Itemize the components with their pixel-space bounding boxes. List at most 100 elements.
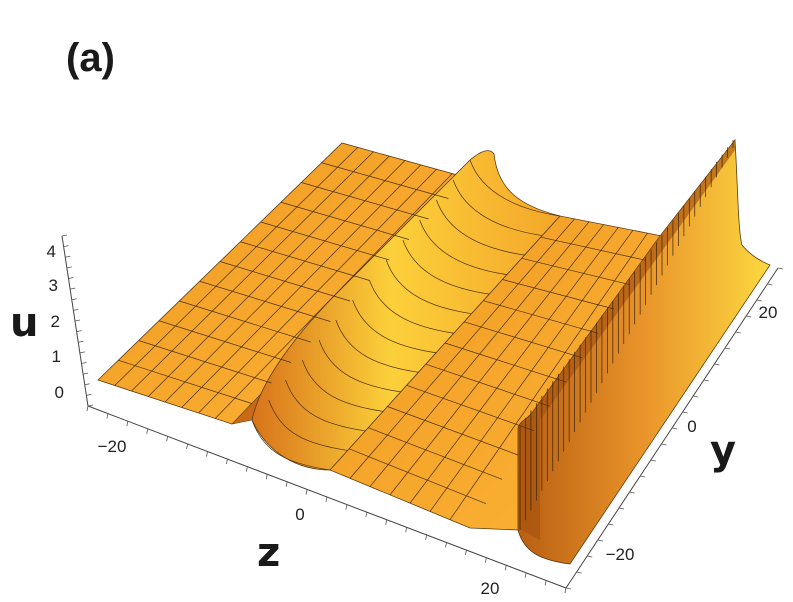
z-tick-mark xyxy=(206,451,208,457)
z-tick-mark xyxy=(504,565,507,571)
mesh-line xyxy=(409,227,619,504)
u-axis-label: u xyxy=(10,300,39,346)
u-tick-label: 1 xyxy=(52,347,61,366)
mesh-line xyxy=(131,151,374,392)
mesh-line xyxy=(449,232,648,520)
u-tick-label: 2 xyxy=(51,312,60,331)
z-tick-label: 20 xyxy=(481,579,500,598)
z-tick-mark xyxy=(106,413,109,419)
u-tick-label: 4 xyxy=(47,242,56,261)
y-tick-mark xyxy=(608,523,614,526)
mesh-line xyxy=(349,448,487,504)
mesh-line xyxy=(425,363,551,407)
mesh-line xyxy=(540,236,647,261)
u-tick-mark xyxy=(70,287,76,290)
u-tick-mark xyxy=(78,340,84,343)
y-tick-mark xyxy=(746,315,752,318)
z-tick-mark xyxy=(385,519,388,525)
y-axis-label: y xyxy=(710,428,737,474)
axes: −20 0 20 −20 0 20 0 1 2 3 4 xyxy=(47,234,784,598)
z-tick-mark xyxy=(465,550,467,556)
y-tick-mark xyxy=(640,475,646,478)
y-tick-mark xyxy=(618,507,625,510)
z-tick-label: −20 xyxy=(98,437,127,456)
z-tick-mark xyxy=(126,421,129,427)
u-tick-mark xyxy=(87,404,94,407)
mesh-line xyxy=(214,173,453,419)
z-tick-mark xyxy=(365,512,368,518)
mesh-line xyxy=(436,199,525,256)
mesh-line xyxy=(352,299,437,354)
z-tick-mark xyxy=(226,459,228,465)
y-tick-mark xyxy=(629,491,635,494)
surface-wall-face-dark xyxy=(518,140,735,540)
z-tick-mark xyxy=(484,557,487,563)
z-tick-mark xyxy=(405,527,408,533)
mesh-line xyxy=(181,164,421,408)
z-tick-mark xyxy=(285,481,288,487)
z-tick-mark xyxy=(524,572,527,578)
y-tick-mark xyxy=(650,459,656,462)
mesh-line xyxy=(251,419,331,471)
y-tick-mark xyxy=(693,395,699,398)
mesh-line xyxy=(198,169,437,414)
z-tick-mark xyxy=(564,587,567,594)
z-tick-mark xyxy=(425,534,427,540)
y-tick-mark xyxy=(777,267,784,270)
y-tick-mark xyxy=(576,571,582,574)
mesh-line xyxy=(285,379,366,432)
mesh-line xyxy=(114,147,358,386)
u-tick-mark xyxy=(83,372,89,375)
u-tick-mark xyxy=(79,351,85,354)
u-tick-mark xyxy=(66,266,72,269)
u-tick-mark xyxy=(65,255,71,258)
y-tick-mark xyxy=(714,363,720,366)
z-tick-mark xyxy=(265,474,268,480)
u-tick-mark xyxy=(84,383,90,386)
y-tick-mark xyxy=(724,347,731,350)
z-tick-mark xyxy=(186,443,188,449)
panel-label: (a) xyxy=(66,36,115,80)
mesh-line xyxy=(318,339,401,393)
mesh-line xyxy=(402,239,490,295)
z-tick-mark xyxy=(325,496,328,503)
u-tick-mark xyxy=(81,362,87,364)
mesh-line xyxy=(469,159,561,217)
mesh-line xyxy=(483,300,599,334)
z-tick-mark xyxy=(305,489,308,495)
y-tick-mark xyxy=(661,443,667,446)
y-tick-mark xyxy=(767,283,773,286)
mesh-line xyxy=(335,319,419,373)
mesh-line xyxy=(406,385,535,431)
z-tick-label: 0 xyxy=(295,505,304,524)
z-tick-mark xyxy=(245,466,248,472)
z-tick-mark xyxy=(86,405,89,412)
mesh-line xyxy=(389,224,604,496)
mesh-line xyxy=(444,342,567,383)
u-tick-mark xyxy=(73,308,79,311)
z-tick-mark xyxy=(544,580,547,586)
mesh-line xyxy=(464,321,583,359)
u-tick-mark xyxy=(61,234,68,237)
u-tick-mark xyxy=(86,393,92,396)
u-tick-mark xyxy=(63,245,69,248)
surface-mesh xyxy=(114,140,734,530)
y-tick-label: 20 xyxy=(759,303,778,322)
z-axis-label: z xyxy=(257,530,281,576)
y-tick-mark xyxy=(682,411,688,414)
mesh-line xyxy=(429,230,634,512)
u-tick-mark xyxy=(68,277,74,279)
y-tick-label: −20 xyxy=(606,545,635,564)
y-tick-mark xyxy=(735,331,741,334)
mesh-line xyxy=(369,279,454,334)
mesh-line xyxy=(502,279,615,310)
mesh-line xyxy=(268,399,348,451)
mesh-line xyxy=(368,427,503,480)
mesh-line xyxy=(369,221,590,487)
u-tick-label: 3 xyxy=(49,276,58,295)
y-tick-mark xyxy=(587,555,593,558)
y-tick-mark xyxy=(597,539,603,542)
z-tick-mark xyxy=(445,542,447,548)
u-tick-label: 0 xyxy=(55,383,64,402)
